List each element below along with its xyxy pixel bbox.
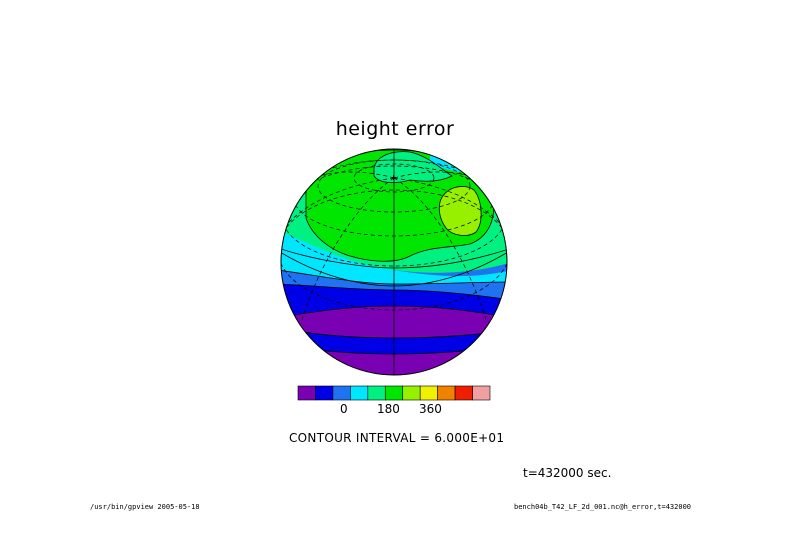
pole-marker: +: [390, 173, 397, 182]
graticule-solid: [281, 149, 507, 375]
contour-interval-label: CONTOUR INTERVAL = 6.000E+01: [289, 431, 505, 445]
globe-band-cyan: [281, 212, 507, 284]
colorbar-segment: [315, 385, 334, 401]
longitude-line: [311, 171, 395, 179]
colorbar: [297, 385, 491, 401]
globe-band-lightgreen: [439, 186, 482, 236]
longitude-line: [281, 177, 395, 231]
globe-map: [281, 149, 507, 375]
colorbar-segment: [402, 385, 421, 401]
globe-band-blue-lower: [281, 328, 507, 354]
colorbar-segment: [332, 385, 351, 401]
contour-line: [373, 151, 453, 184]
colorbar-segment: [454, 385, 473, 401]
equator-line: [281, 251, 507, 287]
contour-line: [438, 186, 482, 236]
footer-right-label: bench04b_T42_LF_2d_001.nc@h_error,t=4320…: [514, 503, 692, 511]
time-label: t=432000 sec.: [523, 466, 612, 480]
plot-title: height error: [335, 118, 455, 140]
globe-band-teal-top: [374, 151, 452, 183]
footer-left-label: /usr/bin/gpview 2005-05-18: [90, 503, 200, 511]
longitude-line: [393, 177, 487, 321]
longitude-line: [393, 177, 507, 231]
colorbar-segment: [297, 385, 316, 401]
longitude-line: [393, 171, 477, 179]
colorbar-segment: [437, 385, 456, 401]
colorbar-segment: [367, 385, 386, 401]
colorbar-segment: [384, 385, 404, 401]
globe-outline: [280, 148, 508, 376]
colorbar-segment: [350, 385, 369, 401]
colorbar-segment: [472, 385, 491, 401]
colorbar-tick-label: 0: [340, 402, 348, 416]
colorbar-segment: [419, 385, 438, 401]
colorbar-tick-label: 180: [377, 402, 400, 416]
contour-line: [305, 149, 494, 262]
colorbar-tick-label: 360: [419, 402, 442, 416]
longitude-line: [301, 177, 395, 321]
